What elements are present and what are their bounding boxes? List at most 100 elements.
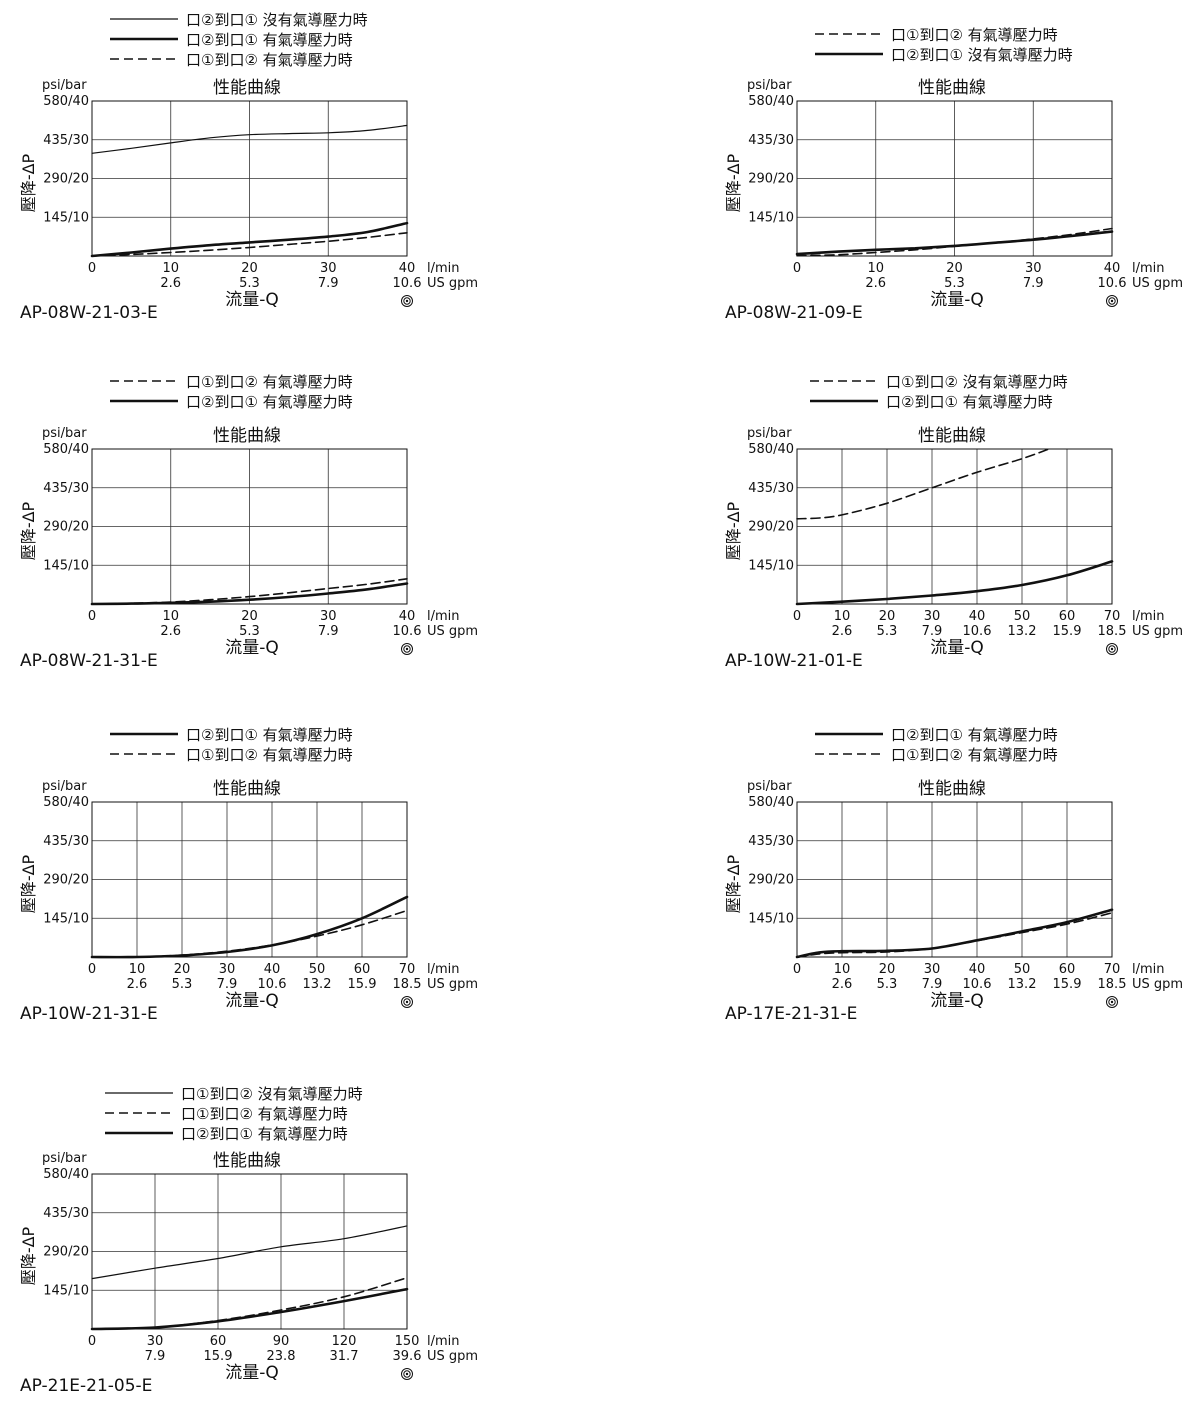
x-tick-label: 70 xyxy=(1104,962,1121,977)
x-tick-label: 10 xyxy=(867,261,884,276)
x-tick-label: 0 xyxy=(88,1334,96,1349)
y-axis-title: 壓降-ΔP xyxy=(19,1226,38,1285)
x-tick-label: 60 xyxy=(1059,962,1076,977)
legend-label-1: 口②到口① 沒有氣導壓力時 xyxy=(186,11,368,29)
series-line-2 xyxy=(90,582,409,606)
x-unit-lpm: l/min xyxy=(1132,261,1165,276)
y-tick-label: 580/40 xyxy=(748,795,794,810)
y-tick-label: 435/30 xyxy=(748,481,794,496)
x-gpm-tick-label: 7.9 xyxy=(318,276,339,291)
x-tick-label: 10 xyxy=(129,962,146,977)
x-tick-label: 40 xyxy=(969,962,986,977)
circle-target-inner xyxy=(403,645,411,653)
model-code: AP-17E-21-31-E xyxy=(725,1004,857,1024)
x-tick-label: 30 xyxy=(924,609,941,624)
x-tick-label: 10 xyxy=(834,609,851,624)
x-tick-label: 20 xyxy=(946,261,963,276)
plot-frame xyxy=(91,801,408,958)
y-axis-title: 壓降-ΔP xyxy=(19,153,38,212)
x-gpm-tick-label: 15.9 xyxy=(204,1349,233,1364)
x-tick-label: 30 xyxy=(320,609,337,624)
y-unit-label: psi/bar xyxy=(42,779,87,794)
x-axis-title: 流量-Q xyxy=(225,991,279,1011)
series-line-2 xyxy=(795,560,1114,606)
circle-target-inner xyxy=(1108,998,1116,1006)
x-axis-title: 流量-Q xyxy=(225,638,279,658)
model-code: AP-10W-21-01-E xyxy=(725,651,863,671)
y-tick-label: 290/20 xyxy=(43,172,89,187)
legend-label-2: 口②到口① 有氣導壓力時 xyxy=(886,393,1053,411)
legend-label-1: 口①到口② 沒有氣導壓力時 xyxy=(886,373,1068,391)
x-gpm-tick-label: 2.6 xyxy=(865,276,886,291)
x-tick-label: 10 xyxy=(834,962,851,977)
x-gpm-tick-label: 13.2 xyxy=(1008,977,1037,992)
x-tick-label: 0 xyxy=(88,261,96,276)
x-tick-label: 60 xyxy=(210,1334,227,1349)
x-gpm-tick-label: 15.9 xyxy=(1053,977,1082,992)
x-tick-label: 0 xyxy=(793,261,801,276)
x-tick-label: 40 xyxy=(264,962,281,977)
x-unit-lpm: l/min xyxy=(1132,962,1165,977)
x-tick-label: 70 xyxy=(399,962,416,977)
x-axis-title: 流量-Q xyxy=(930,991,984,1011)
chart-title: 性能曲線 xyxy=(213,1151,281,1171)
circle-target-icon xyxy=(401,996,413,1008)
plot-frame xyxy=(91,100,408,257)
series-line-2 xyxy=(90,221,409,258)
y-tick-label: 145/10 xyxy=(748,911,794,926)
legend-label-1: 口②到口① 有氣導壓力時 xyxy=(186,726,353,744)
x-tick-label: 0 xyxy=(88,609,96,624)
x-unit-gpm: US gpm xyxy=(427,977,478,992)
legend-label-2: 口①到口② 有氣導壓力時 xyxy=(186,746,353,764)
x-gpm-tick-label: 7.9 xyxy=(922,977,943,992)
x-gpm-tick-label: 5.3 xyxy=(877,977,898,992)
x-gpm-tick-label: 10.6 xyxy=(393,624,422,639)
series-line-2 xyxy=(795,230,1114,256)
x-tick-label: 0 xyxy=(793,609,801,624)
y-tick-label: 435/30 xyxy=(43,481,89,496)
x-tick-label: 50 xyxy=(1014,962,1031,977)
y-tick-label: 145/10 xyxy=(43,1283,89,1298)
circle-target-inner xyxy=(403,998,411,1006)
circle-target-dot xyxy=(405,299,409,303)
x-axis-title: 流量-Q xyxy=(225,290,279,310)
x-gpm-tick-label: 15.9 xyxy=(348,977,377,992)
chart-title: 性能曲線 xyxy=(918,78,986,98)
x-gpm-tick-label: 13.2 xyxy=(303,977,332,992)
y-tick-label: 145/10 xyxy=(748,210,794,225)
x-gpm-tick-label: 2.6 xyxy=(832,977,853,992)
x-tick-label: 0 xyxy=(793,962,801,977)
legend-label-1: 口②到口① 有氣導壓力時 xyxy=(891,726,1058,744)
x-gpm-tick-label: 18.5 xyxy=(1098,624,1127,639)
plot-frame xyxy=(796,801,1113,958)
series-line-2 xyxy=(91,1277,408,1330)
x-unit-lpm: l/min xyxy=(427,1334,460,1349)
x-unit-lpm: l/min xyxy=(427,962,460,977)
circle-target-dot xyxy=(405,1000,409,1004)
x-tick-label: 50 xyxy=(1014,609,1031,624)
x-unit-gpm: US gpm xyxy=(1132,624,1183,639)
y-tick-label: 145/10 xyxy=(43,558,89,573)
circle-target-icon xyxy=(401,295,413,307)
x-tick-label: 90 xyxy=(273,1334,290,1349)
x-tick-label: 70 xyxy=(1104,609,1121,624)
x-gpm-tick-label: 5.3 xyxy=(944,276,965,291)
x-tick-label: 10 xyxy=(162,609,179,624)
circle-target-inner xyxy=(1108,645,1116,653)
legend-label-2: 口②到口① 有氣導壓力時 xyxy=(186,31,353,49)
model-code: AP-08W-21-03-E xyxy=(20,303,158,323)
legend-label-3: 口②到口① 有氣導壓力時 xyxy=(181,1125,348,1143)
chart-title: 性能曲線 xyxy=(918,779,986,799)
y-tick-label: 435/30 xyxy=(43,834,89,849)
y-tick-label: 145/10 xyxy=(748,558,794,573)
x-tick-label: 10 xyxy=(162,261,179,276)
x-gpm-tick-label: 7.9 xyxy=(145,1349,166,1364)
x-gpm-tick-label: 23.8 xyxy=(267,1349,296,1364)
y-unit-label: psi/bar xyxy=(42,1151,87,1166)
x-gpm-tick-label: 10.6 xyxy=(963,977,992,992)
x-gpm-tick-label: 31.7 xyxy=(330,1349,359,1364)
x-unit-gpm: US gpm xyxy=(427,276,478,291)
y-unit-label: psi/bar xyxy=(42,426,87,441)
circle-target-icon xyxy=(401,1368,413,1380)
